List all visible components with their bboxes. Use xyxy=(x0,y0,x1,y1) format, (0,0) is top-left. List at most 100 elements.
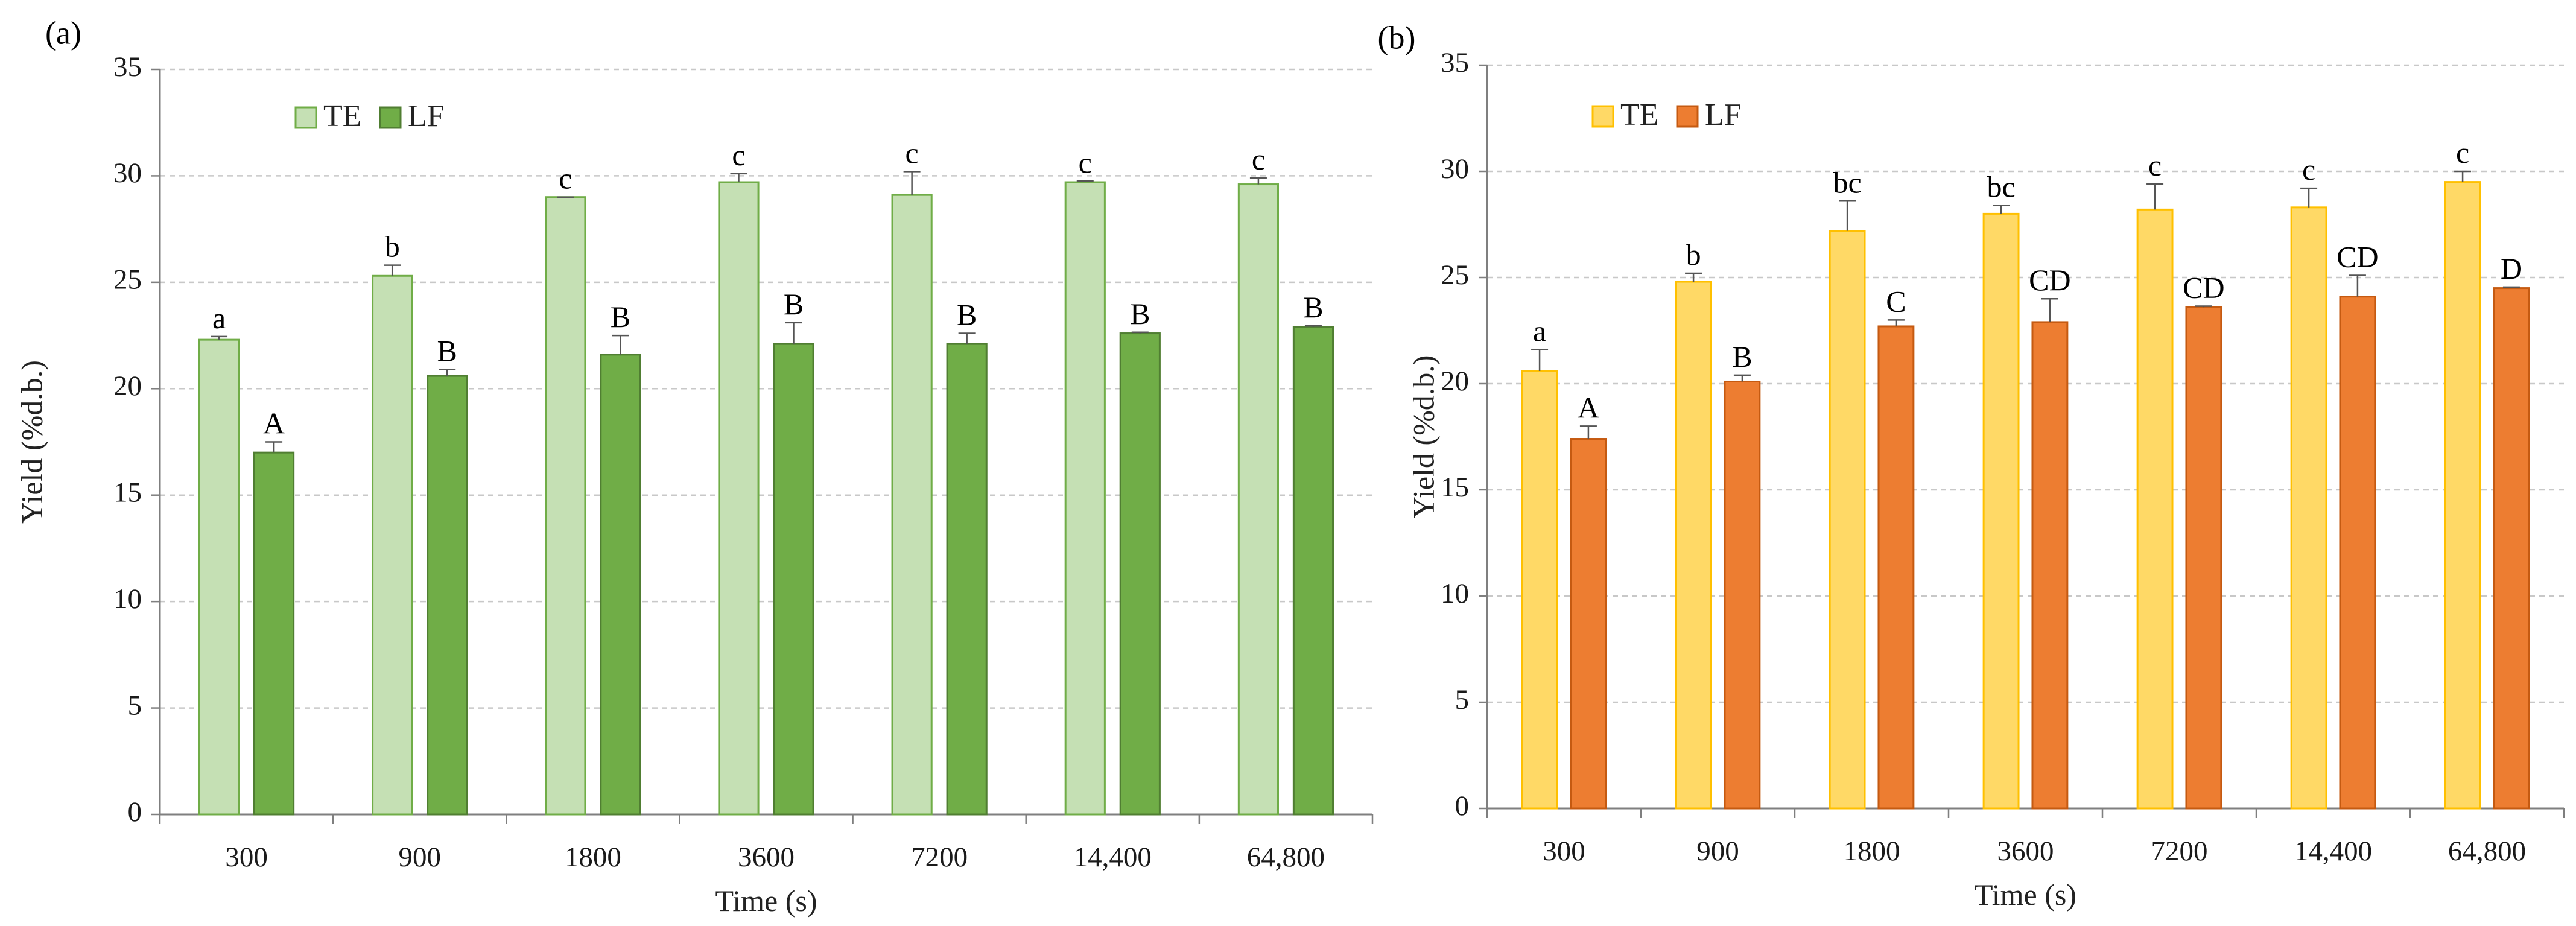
y-tick-label: 10 xyxy=(113,583,142,615)
x-tick-label: 900 xyxy=(1696,836,1739,867)
significance-label: B xyxy=(1130,297,1150,331)
legend: TE LF xyxy=(294,99,445,133)
x-tick-label: 3600 xyxy=(738,842,795,873)
significance-label: b xyxy=(385,230,400,264)
chart-panel-a: (a) 0 5 10 15 20 25 30 35 300 a A 900 b B 1800 c B 3600 c B 7… xyxy=(14,14,1374,918)
bar-lf-0 xyxy=(1570,438,1607,810)
bar-lf-5 xyxy=(1119,332,1161,816)
bar-te-1 xyxy=(1675,281,1712,810)
bar-te-4 xyxy=(2136,208,2174,810)
bar-lf-2 xyxy=(1877,325,1915,810)
bar-te-3 xyxy=(718,181,760,816)
x-tick-label: 14,400 xyxy=(2294,836,2372,867)
x-tick-label: 7200 xyxy=(2151,836,2208,867)
significance-label: A xyxy=(263,407,285,440)
significance-label: CD xyxy=(2029,263,2070,297)
legend-label-te: TE xyxy=(1620,98,1659,132)
x-tick-label: 64,800 xyxy=(1247,842,1325,873)
bar-lf-1 xyxy=(427,375,468,816)
significance-label: a xyxy=(1533,314,1546,348)
bar-lf-0 xyxy=(253,451,295,816)
y-tick-label: 30 xyxy=(113,157,142,189)
bar-lf-6 xyxy=(2493,287,2530,810)
panel-label: (a) xyxy=(45,14,81,51)
y-tick-label: 20 xyxy=(113,370,142,402)
significance-label: bc xyxy=(1987,170,2015,203)
y-tick-label: 0 xyxy=(128,796,142,828)
bar-te-2 xyxy=(1829,230,1866,810)
bar-te-4 xyxy=(891,194,933,816)
bar-lf-2 xyxy=(600,354,641,816)
bar-lf-1 xyxy=(1724,380,1761,810)
bar-lf-4 xyxy=(946,343,988,816)
x-axis-title: Time (s) xyxy=(1975,878,2076,912)
bar-te-6 xyxy=(1237,183,1280,816)
bar-te-0 xyxy=(198,338,240,816)
y-tick-label: 20 xyxy=(1441,366,1469,397)
y-tick-label: 15 xyxy=(1441,472,1469,503)
bar-lf-3 xyxy=(2031,321,2069,810)
legend-label-lf: LF xyxy=(408,99,445,133)
x-axis-title: Time (s) xyxy=(715,884,817,918)
legend-label-lf: LF xyxy=(1705,98,1742,132)
bar-lf-3 xyxy=(773,343,814,816)
panel-label: (b) xyxy=(1378,19,1416,55)
x-tick-label: 300 xyxy=(225,842,268,873)
significance-label: c xyxy=(1079,145,1092,179)
bar-te-5 xyxy=(1064,181,1106,816)
significance-label: b xyxy=(1686,238,1701,271)
x-tick-label: 14,400 xyxy=(1074,842,1152,873)
legend-label-te: TE xyxy=(323,99,362,133)
significance-label: B xyxy=(437,334,457,368)
y-axis-title: Yield (%d.b.) xyxy=(14,360,48,524)
legend-swatch-te xyxy=(1591,105,1614,128)
significance-label: C xyxy=(1886,284,1906,318)
bar-te-3 xyxy=(1982,212,2020,810)
x-tick-label: 300 xyxy=(1543,836,1585,867)
x-tick-label: 3600 xyxy=(1997,836,2054,867)
significance-label: D xyxy=(2501,252,2522,285)
bar-te-1 xyxy=(372,274,413,816)
significance-label: B xyxy=(1732,340,1752,373)
significance-label: A xyxy=(1578,390,1599,424)
y-tick-label: 10 xyxy=(1441,578,1469,609)
significance-label: B xyxy=(957,298,977,332)
x-tick-label: 64,800 xyxy=(2448,836,2526,867)
y-tick-label: 15 xyxy=(113,477,142,508)
significance-label: bc xyxy=(1833,165,1861,199)
y-tick-label: 25 xyxy=(113,264,142,296)
legend: TE LF xyxy=(1591,98,1742,132)
significance-label: c xyxy=(2456,136,2469,170)
y-tick-label: 5 xyxy=(128,690,142,721)
significance-label: CD xyxy=(2183,271,2224,305)
y-tick-label: 30 xyxy=(1441,153,1469,185)
bar-te-5 xyxy=(2290,206,2327,810)
y-tick-label: 35 xyxy=(113,51,142,83)
y-axis-title: Yield (%d.b.) xyxy=(1406,355,1440,519)
y-tick-label: 5 xyxy=(1455,684,1470,715)
y-tick-label: 0 xyxy=(1455,790,1470,822)
significance-label: c xyxy=(559,162,572,195)
x-tick-label: 1800 xyxy=(565,842,621,873)
significance-label: B xyxy=(784,287,804,321)
bar-te-2 xyxy=(545,196,586,816)
bar-lf-6 xyxy=(1292,326,1334,816)
significance-label: c xyxy=(906,136,919,170)
x-tick-label: 900 xyxy=(398,842,441,873)
bar-te-6 xyxy=(2444,181,2481,810)
significance-label: c xyxy=(2148,148,2162,182)
significance-label: CD xyxy=(2336,239,2378,273)
significance-label: c xyxy=(1252,142,1265,176)
significance-label: B xyxy=(611,300,630,334)
significance-label: a xyxy=(212,301,226,335)
x-tick-label: 7200 xyxy=(911,842,968,873)
legend-swatch-lf xyxy=(379,106,402,129)
significance-label: c xyxy=(732,138,745,172)
chart-panel-b: (b) 0 5 10 15 20 25 30 35 300 a A 900 b B 1800 bc C 3600 bc… xyxy=(1378,19,2565,912)
x-tick-label: 1800 xyxy=(1844,836,1900,867)
legend-swatch-lf xyxy=(1676,105,1699,128)
significance-label: B xyxy=(1303,290,1323,324)
y-tick-label: 35 xyxy=(1441,47,1469,78)
legend-swatch-te xyxy=(294,106,317,129)
